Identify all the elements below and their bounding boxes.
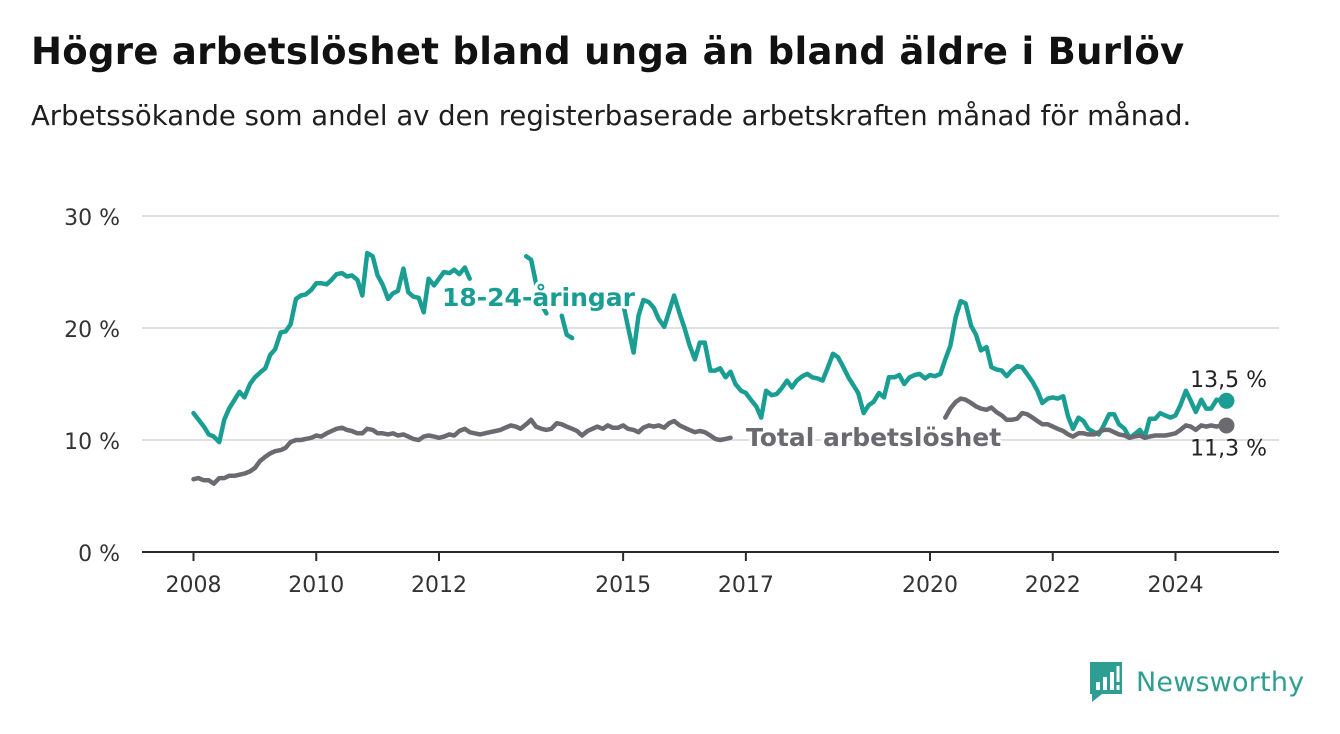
- series-lines: [191, 250, 1235, 486]
- x-tick-label: 2017: [718, 573, 774, 598]
- series-line-2-segment-1: [191, 417, 733, 486]
- gridlines: [142, 215, 1279, 441]
- x-axis: 2008 2010 2012 2015 2017 2020 2022 2024: [142, 551, 1279, 598]
- newsworthy-logo: Newsworthy: [1088, 660, 1304, 704]
- y-tick-label: 0 %: [78, 542, 120, 567]
- y-tick-label: 10 %: [64, 430, 120, 455]
- series-name-label-youth: 18-24-åringar: [442, 283, 636, 312]
- series-line-1-segment-3: [523, 254, 549, 316]
- series-end-label: 11,3 %: [1190, 436, 1267, 461]
- x-tick-label: 2008: [166, 573, 222, 598]
- x-tick-label: 2012: [411, 573, 467, 598]
- brand-name: Newsworthy: [1136, 666, 1305, 698]
- series-end-point-1: [1218, 392, 1235, 409]
- chart-title: Högre arbetslöshet bland unga än bland ä…: [31, 30, 1185, 73]
- series-line-1-segment-4: [559, 313, 575, 341]
- x-tick-label: 2010: [288, 573, 344, 598]
- series-line-1-segment-1: [191, 250, 472, 445]
- series-name-label-total: Total arbetslöshet: [746, 423, 1001, 452]
- series-line-2-segment-2: [943, 396, 1229, 441]
- x-tick-label: 2015: [595, 573, 651, 598]
- x-tick-label: 2022: [1025, 573, 1081, 598]
- y-axis-tick-labels: 0 % 10 % 20 % 30 %: [64, 206, 120, 567]
- x-tick-label: 2024: [1148, 573, 1204, 598]
- series-labels: 13,5 % 11,3 % 18-24-åringar Total arbetslös…: [439, 280, 1267, 461]
- series-end-point-2: [1218, 417, 1235, 434]
- x-tick-label: 2020: [902, 573, 958, 598]
- series-line-1-segment-5: [620, 293, 1229, 441]
- series-end-label: 13,5 %: [1190, 368, 1267, 393]
- chart-subtitle: Arbetssökande som andel av den registerb…: [31, 100, 1192, 132]
- y-tick-label: 20 %: [64, 318, 120, 343]
- bar-chart-speech-bubble-icon: [1090, 662, 1122, 702]
- y-tick-label: 30 %: [64, 206, 120, 231]
